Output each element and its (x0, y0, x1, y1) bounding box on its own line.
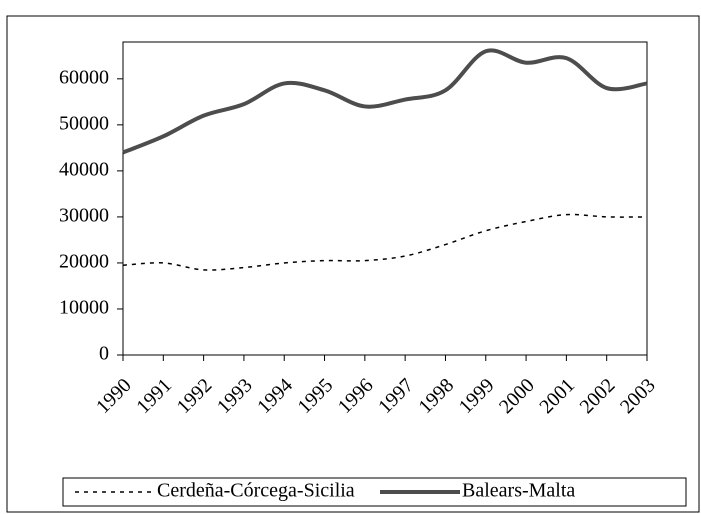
y-tick-label: 20000 (59, 251, 109, 273)
x-tick-label: 1997 (374, 374, 418, 418)
x-tick-label: 1992 (173, 374, 217, 418)
y-tick-label: 60000 (59, 66, 109, 88)
y-tick-label: 30000 (59, 205, 109, 227)
x-tick-label: 1996 (334, 374, 378, 418)
x-tick-label: 2002 (576, 374, 620, 418)
x-tick-label: 1998 (414, 374, 458, 418)
chart-frame (6, 15, 700, 513)
legend-label: Balears-Malta (462, 480, 575, 502)
x-tick-label: 1994 (253, 374, 297, 418)
x-tick-label: 1991 (132, 374, 176, 418)
x-tick-label: 1999 (455, 374, 499, 418)
legend-label: Cerdeña-Córcega-Sicilia (157, 480, 355, 502)
y-tick-label: 10000 (59, 297, 109, 319)
x-tick-label: 2001 (535, 374, 579, 418)
y-tick-label: 50000 (59, 112, 109, 134)
x-tick-label: 2003 (616, 374, 660, 418)
plot-area (122, 41, 648, 356)
x-tick-label: 1993 (213, 374, 257, 418)
series-line (122, 213, 648, 271)
x-tick-label: 2000 (495, 374, 539, 418)
x-tick-label: 1995 (293, 374, 337, 418)
series-line (122, 48, 648, 155)
x-tick-label: 1990 (92, 374, 136, 418)
y-tick-label: 0 (99, 343, 109, 365)
legend (62, 477, 687, 507)
y-tick-label: 40000 (59, 158, 109, 180)
